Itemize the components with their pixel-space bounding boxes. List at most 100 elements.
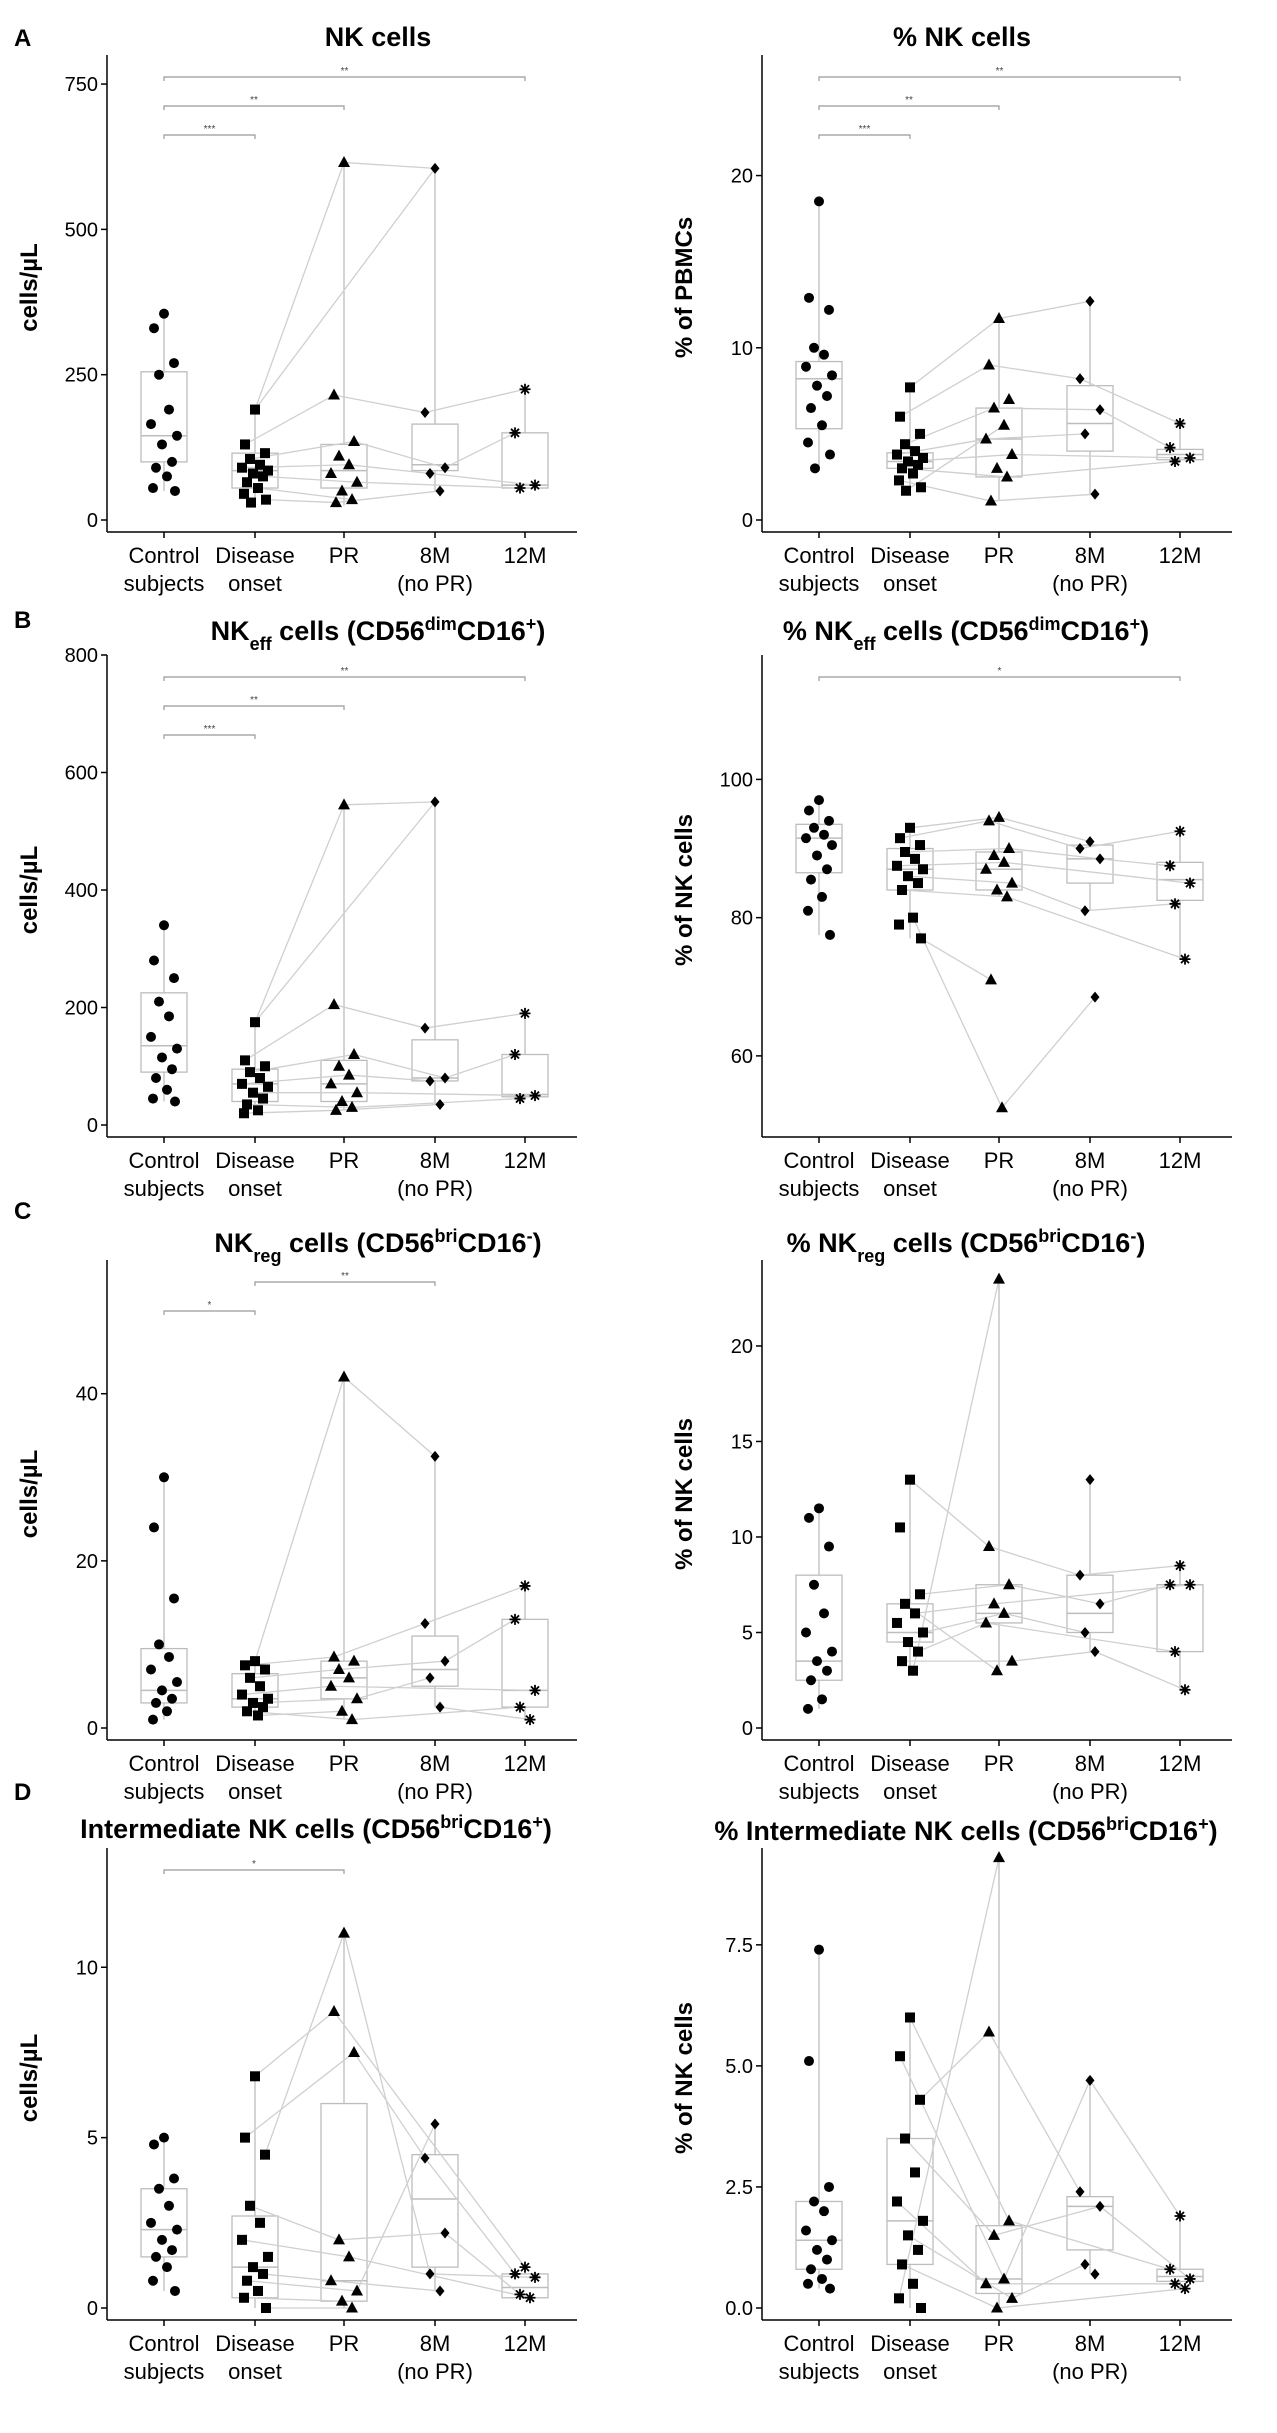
data-point-triangle [328, 388, 340, 400]
significance-bracket [818, 105, 1000, 110]
data-point-square [255, 1681, 265, 1692]
data-point-triangle [983, 814, 995, 826]
significance-label: ** [250, 695, 258, 706]
chart-title-part: + [532, 1812, 543, 1832]
data-point-circle [169, 1593, 179, 1604]
data-point-square [916, 482, 926, 493]
paired-sample-line [429, 472, 536, 486]
data-point-triangle [325, 2274, 337, 2286]
data-point-asterisk [529, 479, 541, 491]
x-tick-label: Control [129, 1751, 200, 1776]
data-point-triangle [336, 1704, 348, 1716]
chart-title: NKeff cells (CD56dimCD16+) [211, 614, 546, 654]
chart-title-part: cells (CD56 [875, 616, 1028, 646]
paired-sample-line [444, 1053, 516, 1079]
paired-sample-line [912, 917, 1003, 1108]
data-point-square [900, 846, 910, 857]
paired-sample-line [898, 479, 992, 502]
paired-sample-line [244, 2051, 355, 2139]
box-iqr [411, 1635, 459, 1687]
paired-sample-line [899, 2055, 1005, 2280]
box-iqr [975, 1584, 1023, 1624]
paired-sample-line [444, 1618, 516, 1662]
paired-sample-line [896, 2200, 987, 2285]
data-point-triangle [325, 1077, 337, 1089]
y-tick-label: 7.5 [725, 1935, 753, 1957]
box-iqr [1066, 385, 1114, 452]
x-tick-label: onset [228, 571, 282, 596]
x-tick-label: PR [329, 1148, 360, 1173]
paired-sample-line [919, 1584, 1010, 1595]
data-point-circle [812, 850, 822, 861]
data-point-square [245, 2200, 255, 2211]
y-tick-label: 80 [731, 908, 753, 930]
data-point-square [910, 446, 920, 457]
data-point-square [248, 1697, 258, 1708]
paired-sample-line [444, 432, 516, 469]
data-point-circle [167, 456, 177, 467]
data-point-circle [817, 420, 827, 431]
data-point-triangle [988, 401, 1000, 413]
data-point-diamond [440, 1072, 450, 1084]
data-point-circle [151, 1073, 161, 1083]
data-point-circle [803, 437, 813, 448]
paired-sample-line [1089, 2080, 1181, 2217]
x-tick-label: 8M [420, 1148, 451, 1173]
y-axis-label: % of NK cells [671, 2002, 698, 2154]
data-point-square [908, 1665, 918, 1676]
data-point-asterisk [509, 1049, 521, 1060]
x-tick-label: 8M [420, 543, 451, 568]
chart-title-part: + [1130, 614, 1141, 634]
data-point-circle [167, 2245, 177, 2256]
data-point-asterisk [1179, 953, 1191, 965]
data-point-square [260, 1061, 270, 1072]
chart-title-part: reg [253, 1246, 281, 1266]
y-tick-label: 0 [742, 1718, 753, 1740]
data-point-diamond [430, 1450, 440, 1462]
data-point-circle [170, 1096, 180, 1107]
paired-sample-line [1008, 2220, 1171, 2270]
paired-sample-line [993, 1584, 1191, 1605]
data-point-square [897, 2259, 907, 2270]
significance-label: *** [859, 124, 871, 135]
x-tick-label: Disease [870, 1148, 949, 1173]
significance-label: * [998, 666, 1002, 677]
paired-sample-line [1001, 996, 1096, 1109]
chart-title-part: cells (CD56 [281, 1228, 434, 1258]
box-iqr [411, 423, 459, 472]
y-tick-label: 500 [65, 219, 98, 241]
data-point-square [913, 1646, 923, 1657]
box-iqr [1066, 1574, 1114, 1634]
paired-sample-line [907, 2234, 1013, 2299]
data-point-triangle [333, 1059, 345, 1071]
paired-sample-line [353, 440, 446, 469]
paired-sample-line [993, 2205, 1101, 2236]
data-point-triangle [330, 1103, 342, 1115]
data-point-triangle [998, 1606, 1010, 1618]
data-point-diamond [1090, 488, 1100, 500]
data-point-triangle [1001, 470, 1013, 482]
data-point-diamond [435, 485, 445, 497]
data-point-triangle [348, 1048, 360, 1059]
chart-title-part: Intermediate NK cells (CD56 [80, 1814, 440, 1844]
data-point-circle [169, 973, 179, 984]
paired-sample-line [254, 801, 436, 1023]
data-point-circle [814, 196, 824, 207]
x-tick-label: onset [883, 1176, 937, 1201]
box-iqr [1156, 2268, 1204, 2283]
box-iqr [501, 1618, 549, 1708]
paired-sample-line [1006, 460, 1176, 478]
data-point-square [248, 1087, 258, 1098]
data-point-circle [812, 1656, 822, 1667]
data-point-square [903, 871, 913, 882]
data-point-circle [801, 1627, 811, 1638]
y-tick-label: 5 [742, 1622, 753, 1644]
paired-sample-line [330, 2280, 441, 2292]
chart-title-part: cells (CD56 [272, 616, 425, 646]
x-tick-label: (no PR) [1052, 2359, 1128, 2384]
data-point-square [258, 2268, 268, 2279]
data-point-square [908, 912, 918, 923]
data-point-square [253, 1105, 263, 1116]
data-point-triangle [346, 493, 358, 505]
data-point-square [905, 2012, 915, 2023]
